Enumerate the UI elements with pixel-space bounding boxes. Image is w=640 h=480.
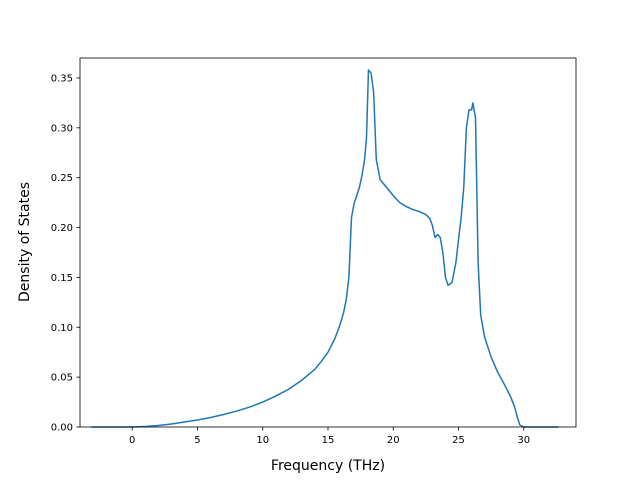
plot-area — [91, 69, 559, 428]
x-tick-label: 25 — [452, 435, 465, 446]
y-tick-label: 0.25 — [51, 173, 73, 184]
x-tick-label: 0 — [129, 435, 135, 446]
dos-series-line-0 — [91, 69, 559, 428]
y-tick-label: 0.10 — [51, 323, 73, 334]
y-tick-label: 0.30 — [51, 123, 73, 134]
axes: 0 5 10 15 20 25 30 0.00 0.05 0.10 0.15 0.20 0.25 0.30… — [51, 57, 577, 446]
x-tick-label: 30 — [517, 435, 530, 446]
y-tick-label: 0.20 — [51, 223, 73, 234]
x-tick-label: 20 — [387, 435, 400, 446]
y-axis-label: Density of States — [17, 182, 33, 302]
x-tick-label: 10 — [256, 435, 269, 446]
y-tick-label: 0.15 — [51, 273, 73, 284]
y-tick-label: 0.00 — [51, 423, 73, 434]
y-tick-label: 0.05 — [51, 373, 73, 384]
x-tick-label: 5 — [194, 435, 200, 446]
x-tick-label: 15 — [322, 435, 335, 446]
x-axis-label: Frequency (THz) — [271, 458, 385, 474]
y-tick-label: 0.35 — [51, 73, 73, 84]
